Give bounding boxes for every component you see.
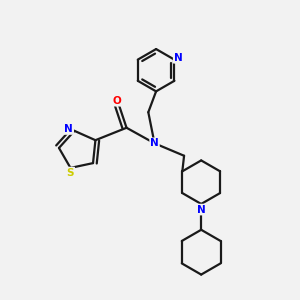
Text: O: O xyxy=(113,96,122,106)
Text: N: N xyxy=(64,124,73,134)
Text: N: N xyxy=(174,53,182,63)
Text: N: N xyxy=(150,138,159,148)
Text: S: S xyxy=(67,168,74,178)
Text: N: N xyxy=(197,205,206,214)
